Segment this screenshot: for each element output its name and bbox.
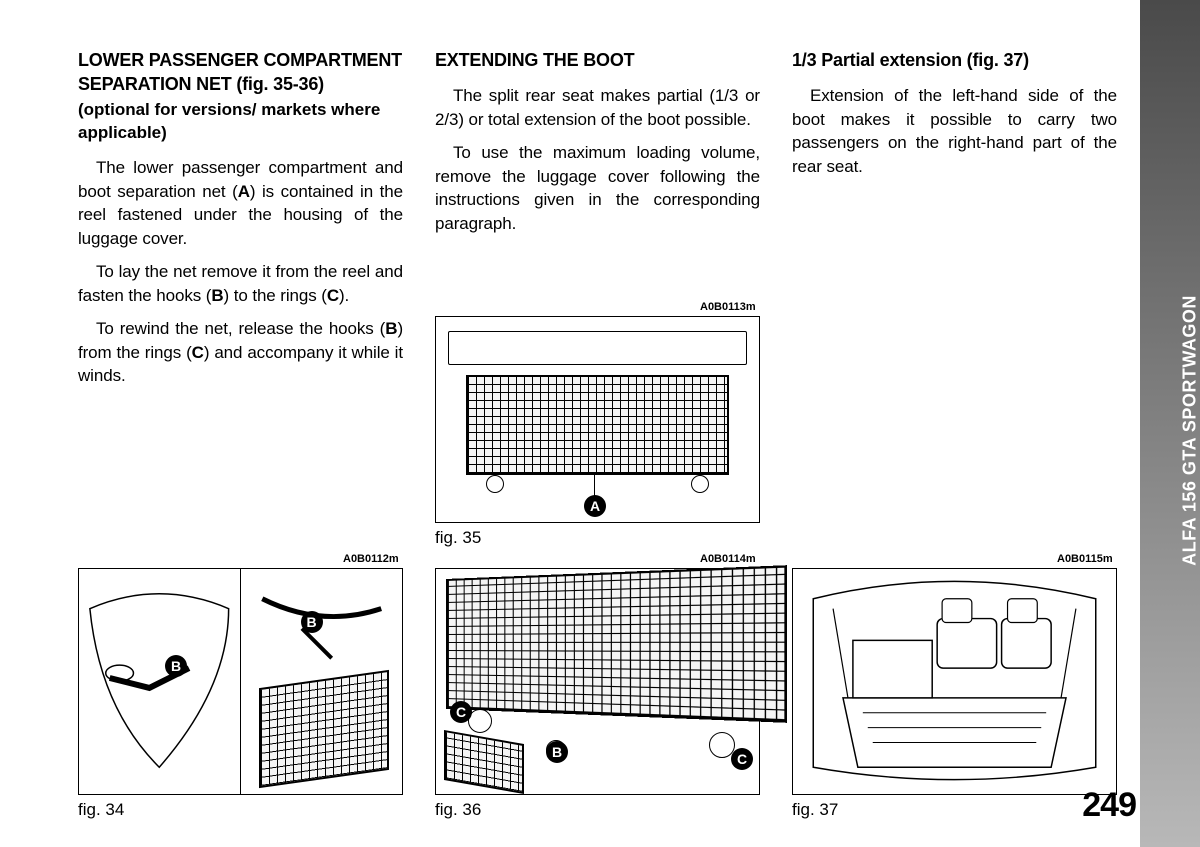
fig36-callout-b: B <box>546 741 568 763</box>
fig34-left-svg <box>79 569 240 794</box>
fig36-callout-c2: C <box>731 748 753 770</box>
letter-b2: B <box>385 319 397 338</box>
col1-p2: To lay the net remove it from the reel a… <box>78 260 403 307</box>
fig34-callout-b2: B <box>301 611 323 633</box>
col1-p3-a: To rewind the net, release the hooks ( <box>96 319 385 338</box>
column-3: 1/3 Partial extension (fig. 37) Extensio… <box>792 48 1117 398</box>
sidebar-gradient: ALFA 156 GTA SPORTWAGON <box>1140 0 1200 847</box>
fig37-code: A0B0115m <box>1057 553 1113 565</box>
col3-p1: Extension of the left-hand side of the b… <box>792 84 1117 178</box>
col1-heading-ref: (fig. 35-36) <box>236 74 324 94</box>
col1-subhead: (optional for versions/ markets where ap… <box>78 99 403 145</box>
fig36-code: A0B0114m <box>700 553 756 565</box>
fig34-right-pane: B <box>241 569 403 794</box>
manual-page: LOWER PASSENGER COMPARTMENT SEPARATION N… <box>0 0 1200 847</box>
sidebar-label: ALFA 156 GTA SPORTWAGON <box>1180 295 1200 566</box>
fig34-callout-b1: B <box>165 655 187 677</box>
fig37-svg <box>793 569 1116 794</box>
fig35-ring-left <box>486 475 504 493</box>
fig34-caption: fig. 34 <box>78 800 124 820</box>
fig35-caption: fig. 35 <box>435 528 481 548</box>
letter-c2: C <box>192 343 204 362</box>
fig35-code: A0B0113m <box>700 301 756 313</box>
column-1: LOWER PASSENGER COMPARTMENT SEPARATION N… <box>78 48 403 398</box>
col2-p1: The split rear seat makes partial (1/3 o… <box>435 84 760 131</box>
col2-p2: To use the maximum loading volume, remov… <box>435 141 760 235</box>
col1-p2-b: ) to the rings ( <box>224 286 327 305</box>
page-number: 249 <box>1082 786 1136 825</box>
fig36-net <box>446 565 787 723</box>
fig34: B B <box>78 568 403 795</box>
col1-p3: To rewind the net, release the hooks (B)… <box>78 317 403 387</box>
col3-heading: 1/3 Partial extension (fig. 37) <box>792 48 1117 72</box>
letter-a: A <box>238 182 250 201</box>
fig35: A <box>435 316 760 523</box>
fig35-ring-right <box>691 475 709 493</box>
fig35-net <box>466 375 729 475</box>
letter-b: B <box>211 286 223 305</box>
fig34-code: A0B0112m <box>343 553 399 565</box>
fig35-callout-a: A <box>584 495 606 517</box>
fig35-leader <box>594 475 595 497</box>
col1-p2-c: ). <box>339 286 349 305</box>
fig34-right-svg <box>241 569 403 794</box>
col1-heading: LOWER PASSENGER COMPARTMENT SEPARATION N… <box>78 48 403 97</box>
col2-heading: EXTENDING THE BOOT <box>435 48 760 72</box>
fig37-caption: fig. 37 <box>792 800 838 820</box>
fig36-caption: fig. 36 <box>435 800 481 820</box>
fig34-left-pane: B <box>79 569 241 794</box>
col1-p1: The lower passenger compartment and boot… <box>78 156 403 250</box>
fig36: C B C <box>435 568 760 795</box>
fig36-callout-c1: C <box>450 701 472 723</box>
fig37 <box>792 568 1117 795</box>
fig35-shelf <box>448 331 747 365</box>
fig36-net2 <box>444 730 524 794</box>
letter-c: C <box>327 286 339 305</box>
